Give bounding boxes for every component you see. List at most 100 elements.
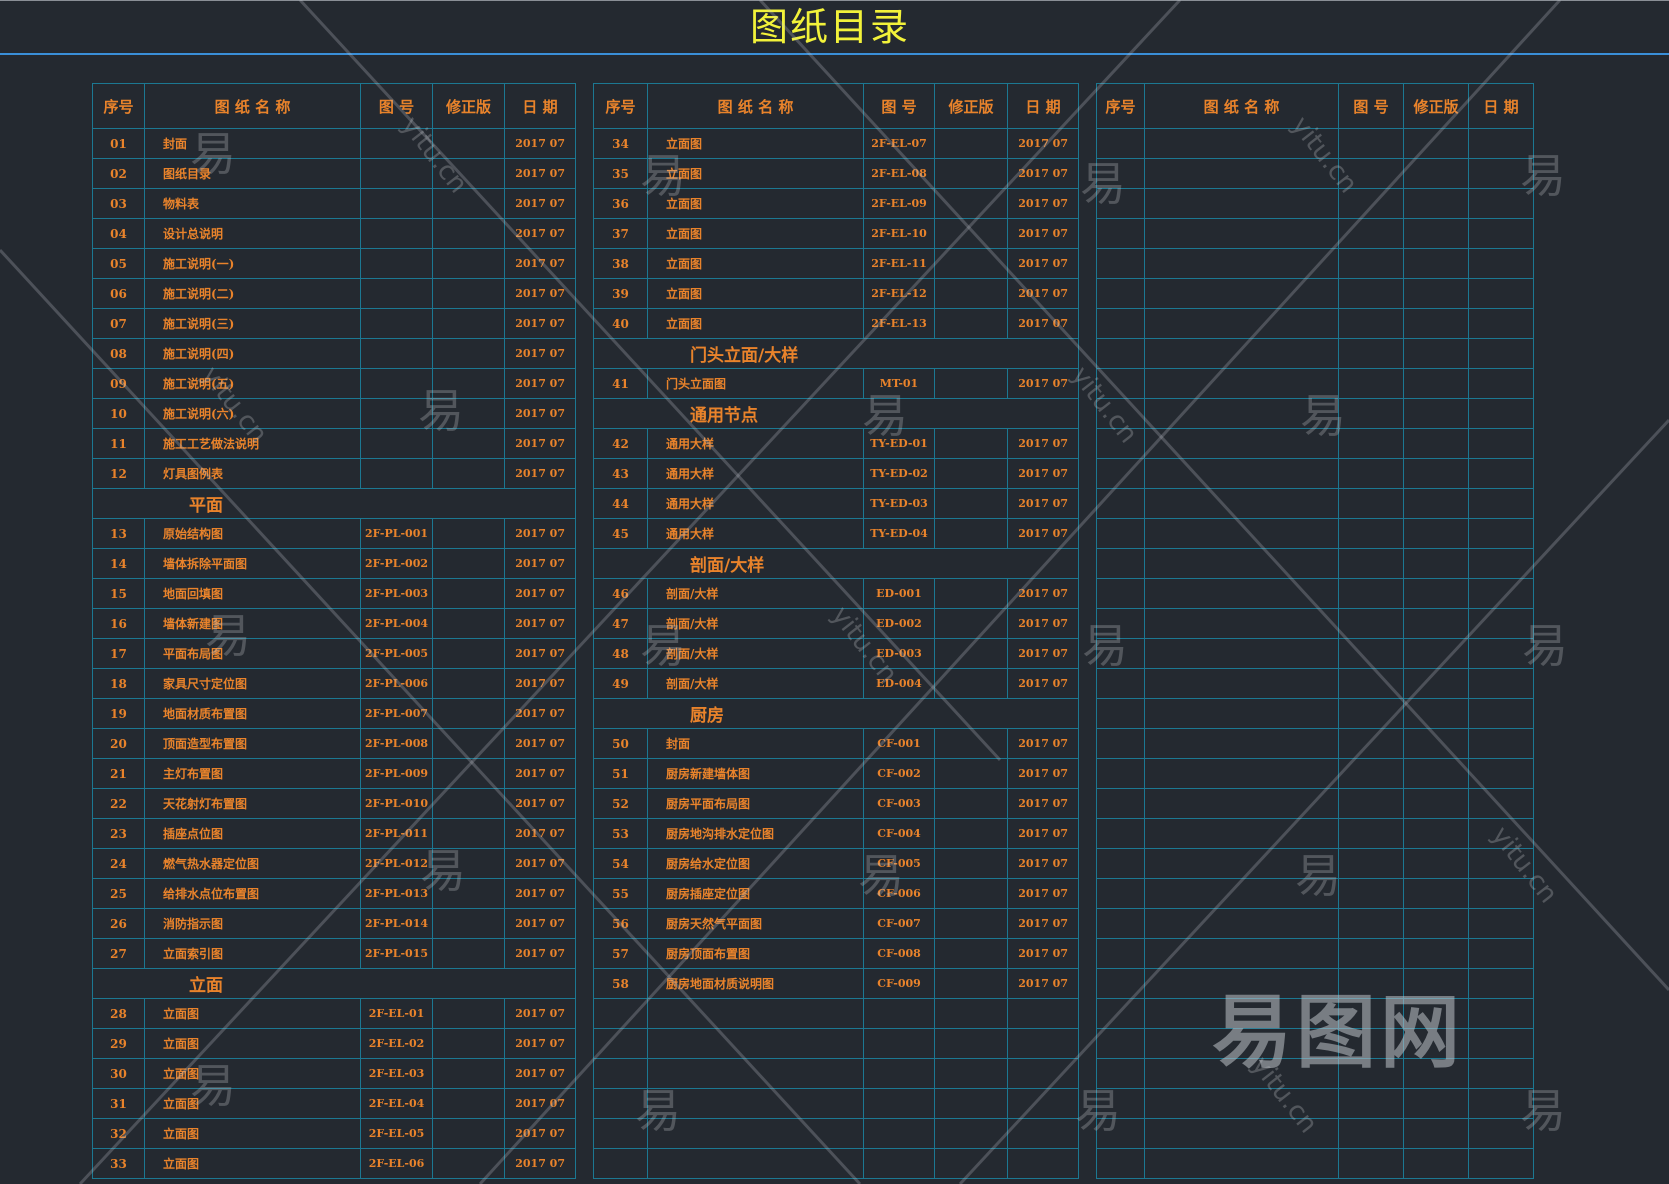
cell-rev xyxy=(934,578,1008,609)
cell-date: 2017 07 xyxy=(1007,938,1079,969)
cell-seq: 01 xyxy=(92,128,145,159)
cell-seq: 53 xyxy=(593,818,648,849)
cell-name: 平面布局图 xyxy=(144,638,361,669)
empty-row xyxy=(1096,338,1534,369)
cell-seq: 06 xyxy=(92,278,145,309)
cell-seq xyxy=(1096,818,1145,849)
empty-row xyxy=(1096,1118,1534,1149)
table-row: 40 立面图 2F-EL-13 2017 07 xyxy=(593,308,1079,339)
cell-date: 2017 07 xyxy=(504,158,576,189)
cell-rev xyxy=(432,1028,505,1059)
empty-row xyxy=(1096,1058,1534,1089)
cell-name: 家具尺寸定位图 xyxy=(144,668,361,699)
cell-seq: 16 xyxy=(92,608,145,639)
cell-seq: 29 xyxy=(92,1028,145,1059)
cell-num xyxy=(1338,698,1404,729)
cell-num xyxy=(360,248,433,279)
table-row: 24 燃气热水器定位图 2F-PL-012 2017 07 xyxy=(92,848,576,879)
cell-num xyxy=(1338,608,1404,639)
cell-seq: 20 xyxy=(92,728,145,759)
cell-name: 原始结构图 xyxy=(144,518,361,549)
cell-rev xyxy=(934,1028,1008,1059)
table-row: 55 厨房插座定位图 CF-006 2017 07 xyxy=(593,878,1079,909)
cell-rev xyxy=(432,908,505,939)
cell-seq xyxy=(1096,1148,1145,1179)
cell-num: TY-ED-03 xyxy=(863,488,935,519)
empty-row xyxy=(1096,488,1534,519)
cell-rev xyxy=(934,608,1008,639)
cell-rev xyxy=(432,428,505,459)
column-header-date: 日 期 xyxy=(1007,83,1079,129)
cell-seq: 51 xyxy=(593,758,648,789)
cell-num xyxy=(360,218,433,249)
cell-rev xyxy=(432,458,505,489)
cell-seq xyxy=(1096,668,1145,699)
table-row: 08 施工说明(四) 2017 07 xyxy=(92,338,576,369)
cell-rev xyxy=(432,248,505,279)
cell-seq: 11 xyxy=(92,428,145,459)
section-row: 剖面/大样 xyxy=(593,548,1079,579)
cell-num: CF-008 xyxy=(863,938,935,969)
cell-num xyxy=(1338,218,1404,249)
cell-num xyxy=(1338,908,1404,939)
cell-name: 厨房新建墙体图 xyxy=(647,758,864,789)
cell-num xyxy=(863,998,935,1029)
cell-rev xyxy=(934,668,1008,699)
cell-seq xyxy=(1096,488,1145,519)
cell-rev xyxy=(934,938,1008,969)
cell-name xyxy=(1144,968,1339,999)
cell-name xyxy=(647,1028,864,1059)
cell-rev xyxy=(432,1118,505,1149)
cell-name: 立面图 xyxy=(144,998,361,1029)
cell-name xyxy=(1144,848,1339,879)
cell-name: 立面图 xyxy=(647,158,864,189)
cell-date: 2017 07 xyxy=(1007,308,1079,339)
cell-seq: 04 xyxy=(92,218,145,249)
cell-num xyxy=(1338,668,1404,699)
cell-seq: 23 xyxy=(92,818,145,849)
cell-date xyxy=(1468,608,1534,639)
cell-rev xyxy=(1403,308,1469,339)
cell-seq xyxy=(1096,398,1145,429)
header-row: 序号图 纸 名 称图 号修正版日 期 xyxy=(92,83,576,129)
cell-seq xyxy=(593,1118,648,1149)
table-row: 35 立面图 2F-EL-08 2017 07 xyxy=(593,158,1079,189)
cell-name: 剖面/大样 xyxy=(647,578,864,609)
cell-date: 2017 07 xyxy=(504,1058,576,1089)
cell-name xyxy=(1144,338,1339,369)
cell-num: 2F-EL-07 xyxy=(863,128,935,159)
cell-num xyxy=(1338,1028,1404,1059)
cell-date xyxy=(1468,668,1534,699)
cell-seq: 31 xyxy=(92,1088,145,1119)
cell-rev xyxy=(1403,218,1469,249)
cell-name: 厨房天然气平面图 xyxy=(647,908,864,939)
table-row: 14 墙体拆除平面图 2F-PL-002 2017 07 xyxy=(92,548,576,579)
cell-name: 天花射灯布置图 xyxy=(144,788,361,819)
section-title: 通用节点 xyxy=(593,398,1079,429)
cell-num xyxy=(1338,1058,1404,1089)
cell-rev xyxy=(934,308,1008,339)
cell-date: 2017 07 xyxy=(504,698,576,729)
cell-seq xyxy=(1096,728,1145,759)
cell-rev xyxy=(432,548,505,579)
table-row: 49 剖面/大样 ED-004 2017 07 xyxy=(593,668,1079,699)
cell-name xyxy=(1144,758,1339,789)
cell-date: 2017 07 xyxy=(504,638,576,669)
cell-name xyxy=(1144,938,1339,969)
cell-name: 给排水点位布置图 xyxy=(144,878,361,909)
cell-name: 施工说明(六) xyxy=(144,398,361,429)
cell-rev xyxy=(934,728,1008,759)
cell-name xyxy=(1144,158,1339,189)
empty-row xyxy=(1096,398,1534,429)
cell-num: 2F-PL-003 xyxy=(360,578,433,609)
cell-num: 2F-EL-08 xyxy=(863,158,935,189)
cell-date: 2017 07 xyxy=(504,788,576,819)
cell-num xyxy=(1338,368,1404,399)
cell-seq xyxy=(1096,998,1145,1029)
cell-date: 2017 07 xyxy=(504,728,576,759)
section-row: 平面 xyxy=(92,488,576,519)
cell-name: 立面图 xyxy=(647,278,864,309)
cell-num: 2F-EL-09 xyxy=(863,188,935,219)
cell-rev xyxy=(432,368,505,399)
table-row: 38 立面图 2F-EL-11 2017 07 xyxy=(593,248,1079,279)
